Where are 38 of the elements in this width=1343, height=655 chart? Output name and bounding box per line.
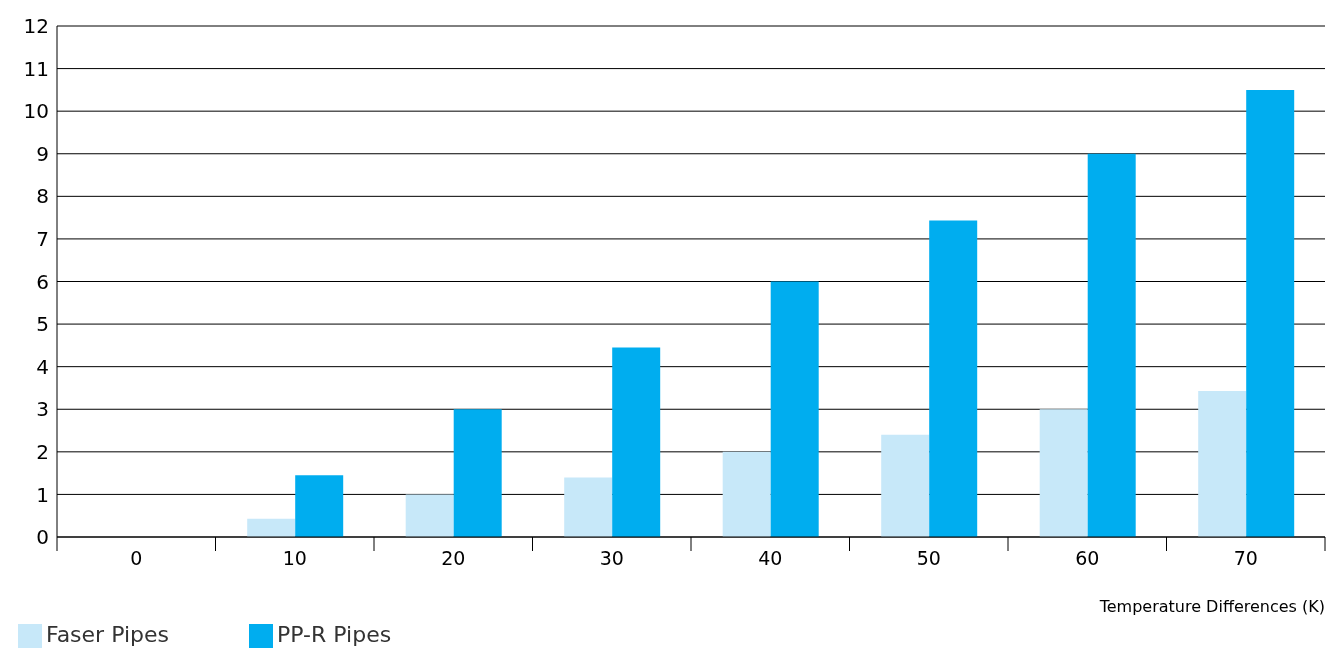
bar (722, 451, 771, 537)
legend-label: Faser Pipes (46, 622, 170, 647)
y-tick-label: 2 (36, 439, 49, 464)
bar (770, 281, 819, 537)
y-tick-label: 8 (36, 184, 49, 209)
x-tick-label: 10 (282, 547, 307, 569)
y-tick-label: 7 (36, 227, 49, 252)
x-tick-label: 70 (1233, 547, 1258, 569)
y-tick-label: 9 (36, 141, 49, 166)
x-axis-title: Temperature Differences (K) (1098, 597, 1325, 616)
x-tick-label: 60 (1075, 547, 1100, 569)
y-tick-label: 10 (23, 99, 49, 124)
y-tick-label: 4 (36, 354, 49, 379)
bar (564, 477, 613, 537)
bar (405, 494, 454, 537)
x-tick-label: 20 (441, 547, 466, 569)
x-tick-label: 0 (130, 547, 143, 569)
y-tick-label: 5 (36, 312, 49, 337)
y-tick-label: 0 (36, 525, 49, 550)
y-tick-label: 12 (23, 14, 49, 39)
y-tick-label: 6 (36, 269, 49, 294)
bar (1198, 390, 1247, 537)
y-tick-label: 11 (23, 56, 49, 81)
bar (1087, 153, 1136, 537)
y-tick-label: 1 (36, 482, 49, 507)
y-tick-label: 3 (36, 397, 49, 422)
legend-label: PP-R Pipes (277, 622, 392, 647)
bar (612, 347, 661, 537)
bar (1039, 409, 1088, 537)
bar (247, 518, 296, 537)
x-tick-label: 40 (758, 547, 783, 569)
x-tick-label: 30 (599, 547, 624, 569)
bar (295, 475, 344, 537)
bar (881, 434, 930, 537)
bar (1246, 89, 1295, 537)
bar (453, 409, 502, 537)
x-tick-label: 50 (916, 547, 941, 569)
bar (929, 220, 978, 537)
